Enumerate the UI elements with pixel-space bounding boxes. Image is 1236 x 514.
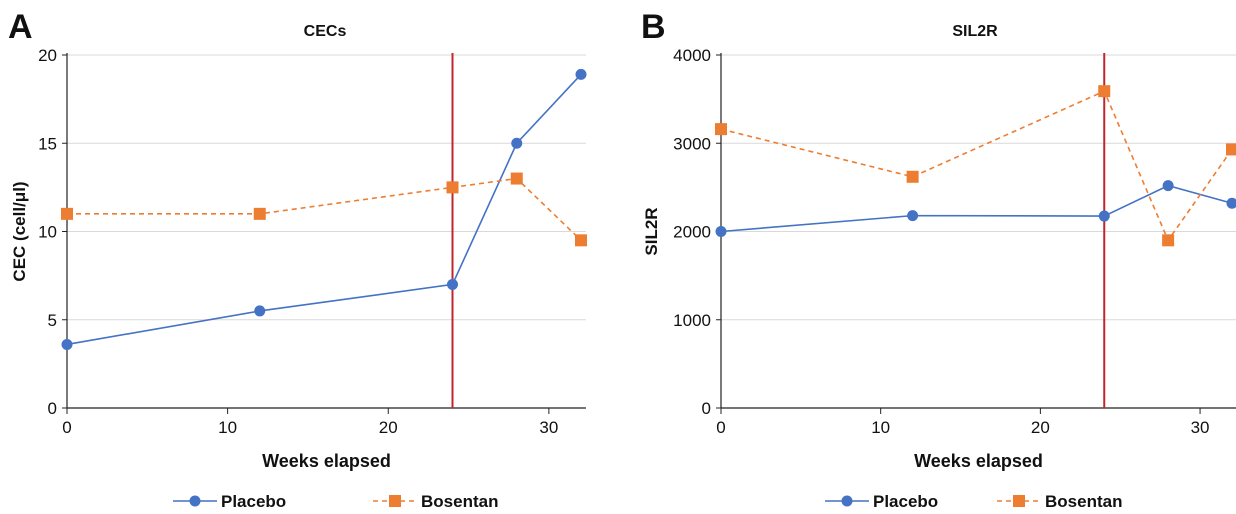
data-point-placebo <box>907 210 919 222</box>
data-point-bosentan <box>1098 85 1111 98</box>
y-axis-label: SIL2R <box>642 207 661 255</box>
data-point-bosentan <box>1162 234 1175 247</box>
legend-item-bosentan: Bosentan <box>373 492 498 511</box>
panel-letter-a: A <box>8 8 33 46</box>
legend-marker-bosentan <box>389 495 401 507</box>
legend-label-bosentan: Bosentan <box>1045 492 1122 511</box>
y-tick-label: 0 <box>48 399 57 418</box>
legend: Placebo Bosentan <box>825 492 1122 511</box>
chart-title: CECs <box>304 23 347 40</box>
legend-label-placebo: Placebo <box>873 492 938 511</box>
data-point-bosentan <box>253 207 266 220</box>
chart-panel-a: A 0 5 10 15 20 0 10 20 30 CECs Weeks elapsed CEC (c… <box>0 0 600 514</box>
legend-marker-bosentan <box>1013 495 1025 507</box>
data-point-placebo <box>1162 180 1174 192</box>
legend-label-bosentan: Bosentan <box>421 492 498 511</box>
data-point-bosentan <box>510 172 523 185</box>
y-tick-label: 0 <box>702 399 711 418</box>
y-tick-label: 20 <box>38 46 57 65</box>
x-tick-label: 30 <box>539 418 558 437</box>
x-axis-label: Weeks elapsed <box>262 451 391 471</box>
y-tick-label: 1000 <box>673 311 711 330</box>
y-tick-label: 4000 <box>673 46 711 65</box>
data-point-placebo <box>575 68 587 80</box>
x-tick-label: 10 <box>218 418 237 437</box>
data-point-bosentan <box>906 170 919 183</box>
data-point-bosentan <box>575 234 587 247</box>
y-tick-label: 15 <box>38 134 57 153</box>
x-tick-label: 20 <box>1031 418 1050 437</box>
x-tick-label: 10 <box>871 418 890 437</box>
legend-item-placebo: Placebo <box>173 492 286 511</box>
series-line-bosentan <box>720 90 1233 242</box>
chart-title: SIL2R <box>952 23 998 40</box>
y-tick-label: 2000 <box>673 223 711 242</box>
y-tick-label: 10 <box>38 223 57 242</box>
panel-letter-b: B <box>641 8 666 46</box>
data-point-placebo <box>447 278 458 290</box>
legend-label-placebo: Placebo <box>221 492 286 511</box>
data-point-placebo <box>715 226 727 237</box>
legend-item-placebo: Placebo <box>825 492 938 511</box>
x-tick-label: 0 <box>62 418 71 437</box>
data-point-bosentan <box>61 207 73 220</box>
data-point-placebo <box>1226 197 1236 209</box>
series-line-placebo <box>66 73 582 346</box>
legend: Placebo Bosentan <box>173 492 498 511</box>
y-tick-label: 3000 <box>673 134 711 153</box>
y-tick-label: 5 <box>48 311 57 330</box>
cec-chart: 0 5 10 15 20 0 10 20 30 CECs Weeks elapsed CEC (cel… <box>10 23 587 511</box>
legend-marker-placebo <box>841 495 853 507</box>
legend-marker-placebo <box>189 495 201 507</box>
sil2r-chart: 0 1000 2000 3000 4000 0 10 20 30 SIL2R Weeks elaps… <box>642 23 1236 511</box>
x-axis-label: Weeks elapsed <box>914 451 1043 471</box>
legend-item-bosentan: Bosentan <box>997 492 1122 511</box>
x-tick-label: 20 <box>379 418 398 437</box>
data-point-bosentan <box>1226 143 1236 156</box>
data-point-placebo <box>511 137 523 149</box>
data-point-placebo <box>1098 210 1110 222</box>
y-axis-label: CEC (cell/μl) <box>10 181 29 281</box>
x-tick-label: 30 <box>1191 418 1210 437</box>
data-point-placebo <box>254 305 266 317</box>
data-point-placebo <box>61 338 73 350</box>
chart-panel-b: B 0 1000 2000 3000 4000 0 10 20 30 SIL2R Weeks ela… <box>620 0 1236 514</box>
data-point-bosentan <box>715 123 727 136</box>
x-tick-label: 0 <box>716 418 725 437</box>
data-point-bosentan <box>446 181 459 194</box>
